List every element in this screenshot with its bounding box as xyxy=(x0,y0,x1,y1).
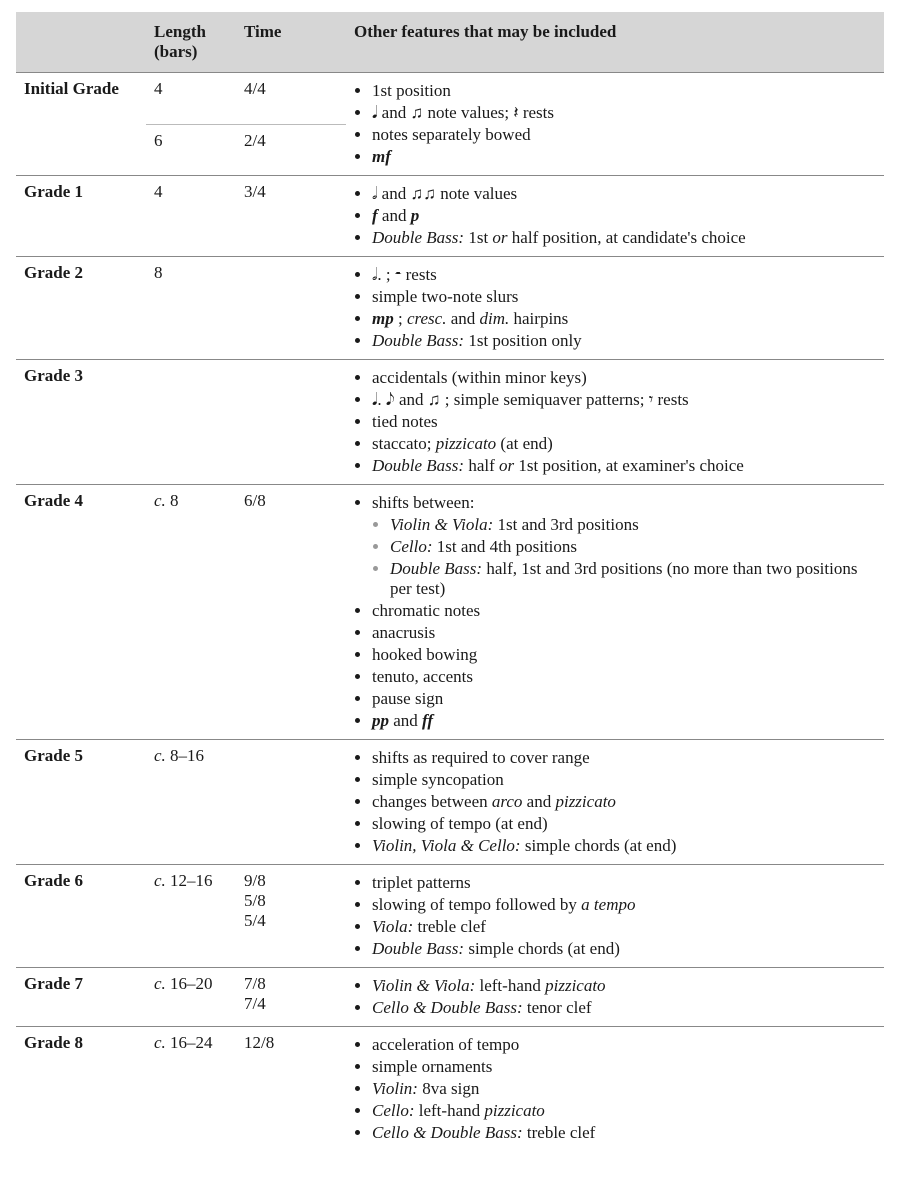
feature-item: Double Bass: 1st position only xyxy=(372,331,876,351)
feature-item: Violin & Viola: left-hand pizzicato xyxy=(372,976,876,996)
length-cell: 6 xyxy=(146,124,236,176)
row-grade-5: Grade 5 c. 8–16 shifts as required to co… xyxy=(16,740,884,865)
table-header-row: Length (bars) Time Other features that m… xyxy=(16,12,884,73)
header-length: Length (bars) xyxy=(146,12,236,73)
feature-item: 𝅘𝅥 and ♫ note values; 𝄽 rests xyxy=(372,103,876,123)
sub-feature-item: Double Bass: half, 1st and 3rd positions… xyxy=(390,559,876,599)
row-grade-3: Grade 3 accidentals (within minor keys) … xyxy=(16,360,884,485)
feature-item: Violin, Viola & Cello: simple chords (at… xyxy=(372,836,876,856)
feature-item: pp and ff xyxy=(372,711,876,731)
row-grade-2: Grade 2 8 𝅗𝅥. ; 𝄼 rests simple two-note … xyxy=(16,257,884,360)
feature-item: hooked bowing xyxy=(372,645,876,665)
feature-item: Cello: left-hand pizzicato xyxy=(372,1101,876,1121)
grade-label: Grade 1 xyxy=(16,176,146,257)
feature-item: 𝅗𝅥 and ♫♫ note values xyxy=(372,184,876,204)
grade-requirements-table: Length (bars) Time Other features that m… xyxy=(16,12,884,1151)
feature-item: 𝅗𝅥. ; 𝄼 rests xyxy=(372,265,876,285)
grade-label: Grade 2 xyxy=(16,257,146,360)
feature-item: Cello & Double Bass: treble clef xyxy=(372,1123,876,1143)
feature-item: Cello & Double Bass: tenor clef xyxy=(372,998,876,1018)
time-cell: 12/8 xyxy=(236,1027,346,1152)
feature-item: pause sign xyxy=(372,689,876,709)
row-grade-1: Grade 1 4 3/4 𝅗𝅥 and ♫♫ note values f an… xyxy=(16,176,884,257)
feature-item: accidentals (within minor keys) xyxy=(372,368,876,388)
time-cell: 7/8 7/4 xyxy=(236,968,346,1027)
grade-label: Grade 4 xyxy=(16,485,146,740)
feature-item: simple syncopation xyxy=(372,770,876,790)
row-grade-8: Grade 8 c. 16–24 12/8 acceleration of te… xyxy=(16,1027,884,1152)
feature-item: Double Bass: half or 1st position, at ex… xyxy=(372,456,876,476)
grade-label: Initial Grade xyxy=(16,73,146,176)
feature-item: 1st position xyxy=(372,81,876,101)
sub-feature-item: Violin & Viola: 1st and 3rd positions xyxy=(390,515,876,535)
feature-item: mp ; cresc. and dim. hairpins xyxy=(372,309,876,329)
features-cell: 1st position 𝅘𝅥 and ♫ note values; 𝄽 res… xyxy=(346,73,884,176)
features-cell: acceleration of tempo simple ornaments V… xyxy=(346,1027,884,1152)
feature-item: simple ornaments xyxy=(372,1057,876,1077)
time-cell xyxy=(236,360,346,485)
grade-label: Grade 7 xyxy=(16,968,146,1027)
feature-item: anacrusis xyxy=(372,623,876,643)
feature-item: staccato; pizzicato (at end) xyxy=(372,434,876,454)
header-features: Other features that may be included xyxy=(346,12,884,73)
length-cell: c. 12–16 xyxy=(146,865,236,968)
feature-item: f and p xyxy=(372,206,876,226)
grade-label: Grade 6 xyxy=(16,865,146,968)
features-cell: accidentals (within minor keys) 𝅘𝅥. 𝅘𝅥𝅮 … xyxy=(346,360,884,485)
time-cell: 4/4 xyxy=(236,73,346,125)
length-cell: c. 8 xyxy=(146,485,236,740)
time-cell xyxy=(236,740,346,865)
feature-item: shifts as required to cover range xyxy=(372,748,876,768)
time-cell: 2/4 xyxy=(236,124,346,176)
length-cell: 4 xyxy=(146,73,236,125)
header-grade xyxy=(16,12,146,73)
grade-label: Grade 5 xyxy=(16,740,146,865)
row-grade-7: Grade 7 c. 16–20 7/8 7/4 Violin & Viola:… xyxy=(16,968,884,1027)
header-time: Time xyxy=(236,12,346,73)
feature-item: chromatic notes xyxy=(372,601,876,621)
length-cell: 4 xyxy=(146,176,236,257)
time-cell: 3/4 xyxy=(236,176,346,257)
feature-item: Double Bass: 1st or half position, at ca… xyxy=(372,228,876,248)
length-cell: c. 16–20 xyxy=(146,968,236,1027)
grade-label: Grade 8 xyxy=(16,1027,146,1152)
features-cell: shifts between: Violin & Viola: 1st and … xyxy=(346,485,884,740)
feature-item: tenuto, accents xyxy=(372,667,876,687)
feature-item: simple two-note slurs xyxy=(372,287,876,307)
feature-item: notes separately bowed xyxy=(372,125,876,145)
feature-item: triplet patterns xyxy=(372,873,876,893)
feature-item: changes between arco and pizzicato xyxy=(372,792,876,812)
row-grade-6: Grade 6 c. 12–16 9/8 5/8 5/4 triplet pat… xyxy=(16,865,884,968)
time-cell: 6/8 xyxy=(236,485,346,740)
feature-item: Viola: treble clef xyxy=(372,917,876,937)
length-cell: c. 8–16 xyxy=(146,740,236,865)
row-grade-4: Grade 4 c. 8 6/8 shifts between: Violin … xyxy=(16,485,884,740)
feature-item: acceleration of tempo xyxy=(372,1035,876,1055)
feature-item: 𝅘𝅥. 𝅘𝅥𝅮 and ♫ ; simple semiquaver patter… xyxy=(372,390,876,410)
features-cell: 𝅗𝅥. ; 𝄼 rests simple two-note slurs mp ;… xyxy=(346,257,884,360)
feature-item: slowing of tempo (at end) xyxy=(372,814,876,834)
feature-item: slowing of tempo followed by a tempo xyxy=(372,895,876,915)
features-cell: shifts as required to cover range simple… xyxy=(346,740,884,865)
feature-item: shifts between: Violin & Viola: 1st and … xyxy=(372,493,876,599)
features-cell: Violin & Viola: left-hand pizzicato Cell… xyxy=(346,968,884,1027)
length-cell: 8 xyxy=(146,257,236,360)
length-cell: c. 16–24 xyxy=(146,1027,236,1152)
feature-item: mf xyxy=(372,147,876,167)
feature-item: tied notes xyxy=(372,412,876,432)
features-cell: triplet patterns slowing of tempo follow… xyxy=(346,865,884,968)
features-cell: 𝅗𝅥 and ♫♫ note values f and p Double Bas… xyxy=(346,176,884,257)
feature-item: Violin: 8va sign xyxy=(372,1079,876,1099)
grade-label: Grade 3 xyxy=(16,360,146,485)
feature-item: Double Bass: simple chords (at end) xyxy=(372,939,876,959)
sub-feature-item: Cello: 1st and 4th positions xyxy=(390,537,876,557)
row-initial-grade: Initial Grade 4 4/4 1st position 𝅘𝅥 and … xyxy=(16,73,884,125)
time-cell xyxy=(236,257,346,360)
length-cell xyxy=(146,360,236,485)
time-cell: 9/8 5/8 5/4 xyxy=(236,865,346,968)
